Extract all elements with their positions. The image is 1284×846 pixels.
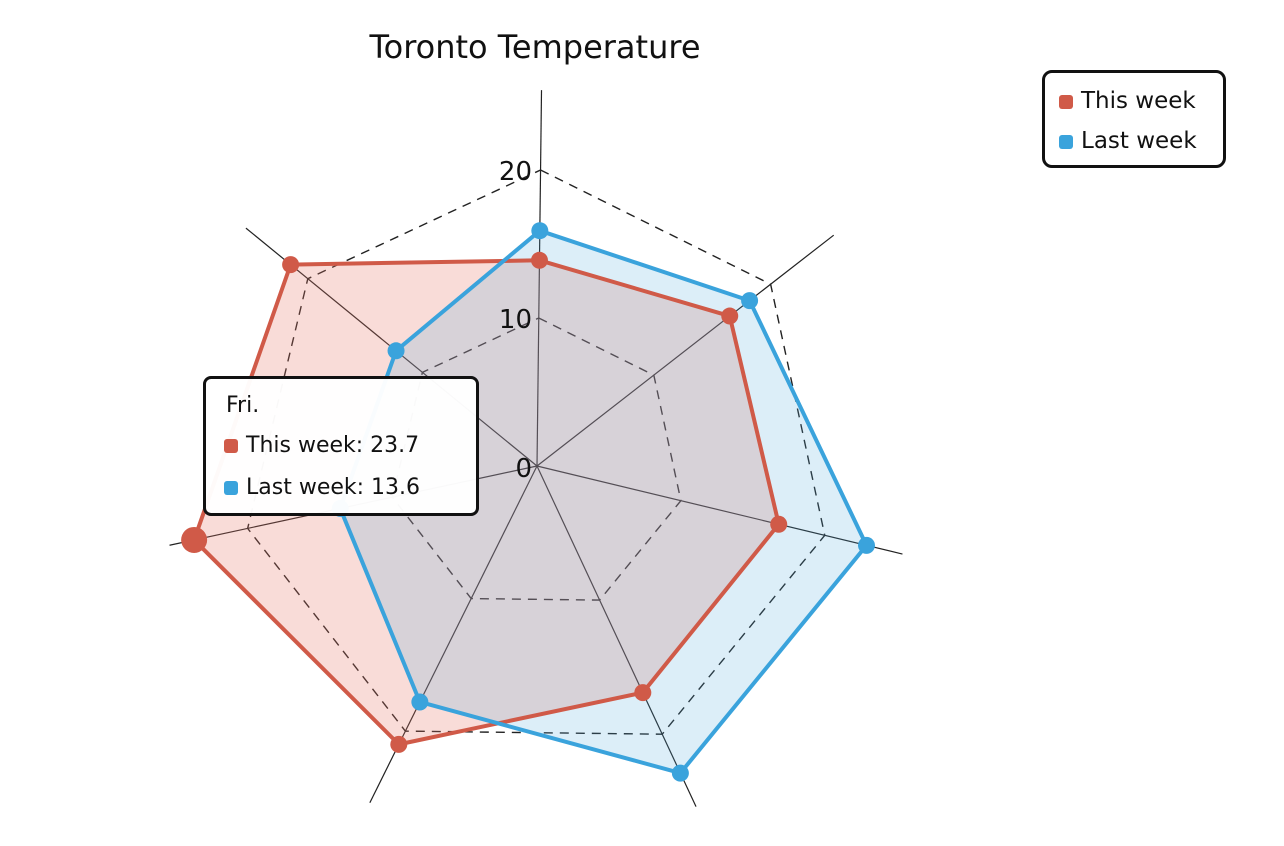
- radar-axis-ticks: 0 10 20: [499, 157, 532, 484]
- data-point-s1-6[interactable]: [387, 342, 405, 360]
- series-area-1: [340, 230, 867, 774]
- data-point-s1-4[interactable]: [411, 693, 429, 711]
- data-point-s0-1[interactable]: [721, 307, 739, 325]
- tick-label-20: 20: [499, 157, 532, 187]
- data-point-s0-4[interactable]: [390, 735, 408, 753]
- grid-ring-10: [391, 317, 682, 601]
- legend-swatch-this-week: [1059, 95, 1073, 109]
- data-point-s1-1[interactable]: [741, 292, 759, 310]
- tooltip-swatch-this-week: [224, 439, 238, 453]
- data-point-s0-2[interactable]: [770, 515, 788, 533]
- legend-item-last-week[interactable]: Last week: [1059, 127, 1197, 155]
- tooltip-text-this-week: This week: 23.7: [246, 433, 420, 458]
- axis-spoke-2: [536, 465, 903, 555]
- legend-swatch-last-week: [1059, 135, 1073, 149]
- data-point-s0-6[interactable]: [282, 256, 300, 274]
- data-point-s0-3[interactable]: [634, 684, 652, 702]
- tooltip-text-last-week: Last week: 13.6: [246, 475, 421, 500]
- axis-spoke-1: [536, 234, 835, 467]
- legend-item-this-week[interactable]: This week: [1059, 87, 1196, 115]
- tooltip-row-last-week: Last week: 13.6: [224, 475, 420, 500]
- chart-legend: This week Last week: [1042, 70, 1226, 168]
- chart-title: Toronto Temperature: [369, 28, 701, 66]
- tooltip-row-this-week: This week: 23.7: [224, 433, 419, 458]
- axis-spoke-3: [536, 465, 697, 807]
- data-point-s0-5[interactable]: [181, 526, 208, 553]
- data-point-s1-0[interactable]: [531, 222, 549, 240]
- legend-label-this-week: This week: [1081, 88, 1196, 114]
- tick-label-10: 10: [499, 305, 532, 335]
- legend-label-last-week: Last week: [1081, 128, 1197, 154]
- data-point-s0-0[interactable]: [530, 251, 548, 269]
- tooltip-swatch-last-week: [224, 481, 238, 495]
- tick-label-0: 0: [515, 454, 532, 484]
- series-line-0: [192, 258, 781, 747]
- data-point-s1-2[interactable]: [857, 536, 875, 554]
- chart-tooltip: Fri. This week: 23.7 Last week: 13.6: [203, 376, 479, 516]
- data-point-s1-3[interactable]: [671, 764, 689, 782]
- tooltip-title: Fri.: [226, 393, 260, 418]
- axis-spoke-0: [536, 90, 543, 467]
